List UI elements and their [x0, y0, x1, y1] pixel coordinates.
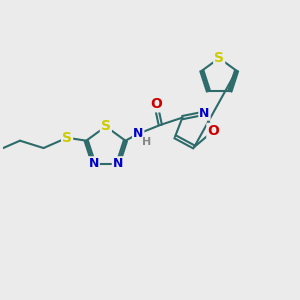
Text: S: S	[214, 51, 224, 65]
Text: N: N	[113, 157, 123, 170]
Text: O: O	[150, 98, 162, 111]
Text: N: N	[199, 107, 210, 120]
Text: N: N	[88, 157, 99, 170]
Text: S: S	[62, 131, 72, 145]
Text: H: H	[142, 137, 152, 147]
Text: N: N	[133, 127, 143, 140]
Text: O: O	[207, 124, 219, 138]
Text: S: S	[101, 119, 111, 134]
